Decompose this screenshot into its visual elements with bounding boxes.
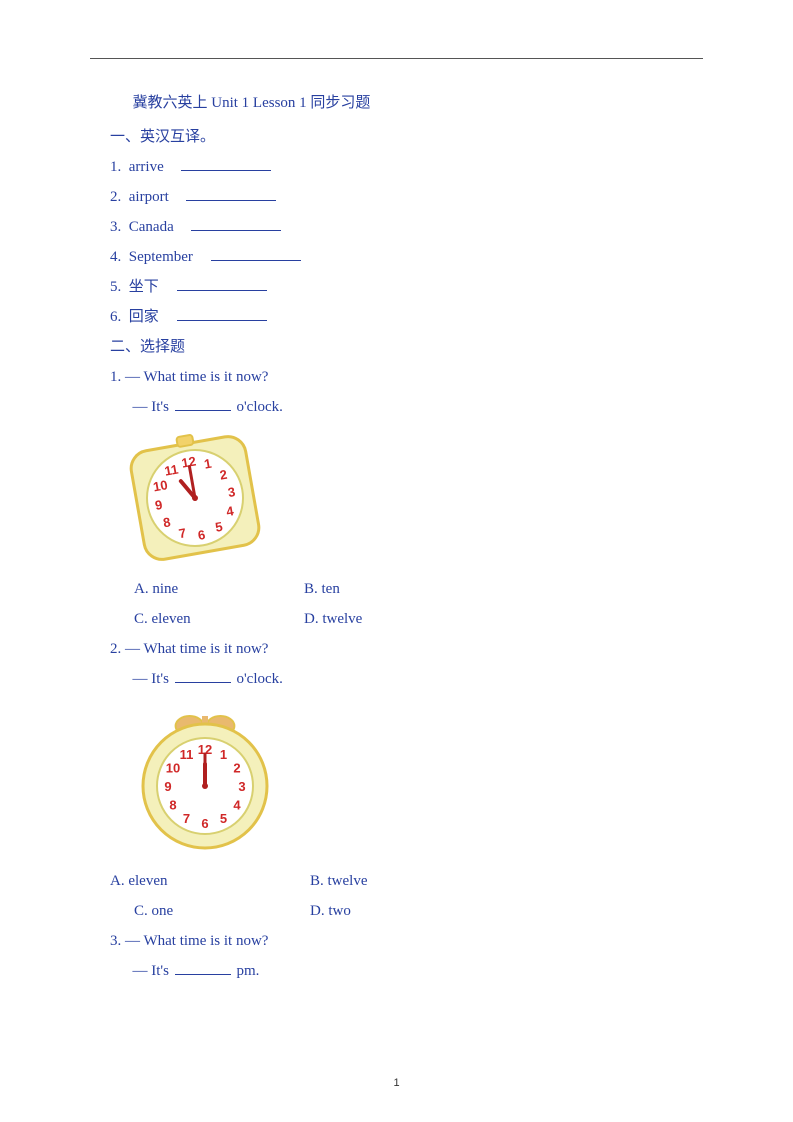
svg-text:8: 8 — [169, 798, 176, 813]
svg-text:11: 11 — [180, 747, 194, 762]
section-2-heading: 二、选择题 — [110, 332, 693, 362]
s1-item-4-num: 4. — [110, 249, 121, 265]
q2-line2: — It's o'clock. — [110, 664, 693, 694]
svg-text:9: 9 — [164, 779, 171, 794]
worksheet-page: 冀教六英上 Unit 1 Lesson 1 同步习题 一、英汉互译。 1. ar… — [0, 0, 793, 1122]
alarm-clock-icon: 121234567891011 — [120, 700, 290, 860]
q2-opt-a[interactable]: A. eleven — [110, 866, 310, 896]
svg-text:10: 10 — [152, 477, 169, 494]
svg-text:1: 1 — [220, 747, 227, 762]
q1-clock: 121234567891011 — [120, 428, 693, 568]
s1-item-2: 2. airport — [110, 182, 693, 212]
q1-text1: — What time is it now? — [125, 369, 268, 385]
q2-num: 2. — [110, 641, 121, 657]
q3-text1: — What time is it now? — [125, 933, 268, 949]
q2-opt-c[interactable]: C. one — [134, 896, 310, 926]
q3-text2a: — It's — [133, 963, 169, 979]
q1-opt-b[interactable]: B. ten — [304, 574, 474, 604]
s1-item-1-num: 1. — [110, 159, 121, 175]
blank-line[interactable] — [175, 669, 231, 684]
q1-num: 1. — [110, 369, 121, 385]
q1-opt-d[interactable]: D. twelve — [304, 604, 474, 634]
blank-line[interactable] — [175, 961, 231, 976]
s1-item-6-num: 6. — [110, 309, 121, 325]
q1-text2b: o'clock. — [236, 399, 282, 415]
clock-icon: 121234567891011 — [120, 428, 270, 568]
svg-text:2: 2 — [233, 761, 240, 776]
s1-item-6-word: 回家 — [129, 309, 159, 325]
svg-text:10: 10 — [166, 761, 180, 776]
worksheet-title: 冀教六英上 Unit 1 Lesson 1 同步习题 — [110, 88, 693, 118]
s1-item-5-num: 5. — [110, 279, 121, 295]
svg-text:3: 3 — [238, 779, 245, 794]
q2-text2b: o'clock. — [236, 671, 282, 687]
blank-line[interactable] — [191, 217, 281, 232]
q1-line2: — It's o'clock. — [110, 392, 693, 422]
q3-num: 3. — [110, 933, 121, 949]
section-1-heading: 一、英汉互译。 — [110, 122, 693, 152]
s1-item-1-word: arrive — [129, 159, 164, 175]
blank-line[interactable] — [186, 187, 276, 202]
q2-options: A. eleven B. twelve C. one D. two — [110, 866, 693, 926]
q3-line2: — It's pm. — [110, 956, 693, 986]
blank-line[interactable] — [177, 277, 267, 292]
q2-clock: 121234567891011 — [120, 700, 693, 860]
svg-text:6: 6 — [201, 816, 208, 831]
s1-item-3-word: Canada — [129, 219, 174, 235]
blank-line[interactable] — [177, 307, 267, 322]
q2-opt-b[interactable]: B. twelve — [310, 866, 480, 896]
q2-line1: 2. — What time is it now? — [110, 634, 693, 664]
s1-item-5: 5. 坐下 — [110, 272, 693, 302]
blank-line[interactable] — [175, 397, 231, 412]
q1-text2a: — It's — [133, 399, 169, 415]
q1-opt-a[interactable]: A. nine — [134, 574, 304, 604]
s1-item-5-word: 坐下 — [129, 279, 159, 295]
svg-text:5: 5 — [220, 811, 227, 826]
s1-item-2-word: airport — [129, 189, 169, 205]
blank-line[interactable] — [181, 157, 271, 172]
svg-text:11: 11 — [163, 462, 179, 479]
svg-text:7: 7 — [183, 811, 190, 826]
s1-item-1: 1. arrive — [110, 152, 693, 182]
q1-options: A. nine B. ten C. eleven D. twelve — [134, 574, 693, 634]
s1-item-2-num: 2. — [110, 189, 121, 205]
s1-item-6: 6. 回家 — [110, 302, 693, 332]
q2-text1: — What time is it now? — [125, 641, 268, 657]
page-number: 1 — [0, 1072, 793, 1094]
s1-item-4-word: September — [129, 249, 193, 265]
svg-text:4: 4 — [233, 798, 241, 813]
blank-line[interactable] — [211, 247, 301, 262]
q2-opt-d[interactable]: D. two — [310, 896, 480, 926]
q2-text2a: — It's — [133, 671, 169, 687]
s1-item-4: 4. September — [110, 242, 693, 272]
s1-item-3-num: 3. — [110, 219, 121, 235]
q1-line1: 1. — What time is it now? — [110, 362, 693, 392]
q3-line1: 3. — What time is it now? — [110, 926, 693, 956]
s1-item-3: 3. Canada — [110, 212, 693, 242]
q3-text2b: pm. — [236, 963, 259, 979]
top-rule — [90, 58, 703, 59]
q1-opt-c[interactable]: C. eleven — [134, 604, 304, 634]
